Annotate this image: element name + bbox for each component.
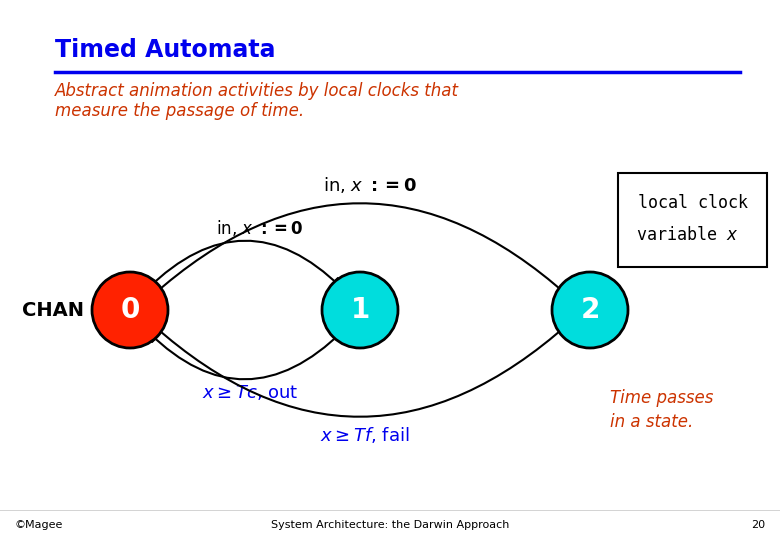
Text: 2: 2 <box>580 296 600 324</box>
Text: measure the passage of time.: measure the passage of time. <box>55 102 304 120</box>
Text: $\mathit{x} \geq \mathit{Tf}$, fail: $\mathit{x} \geq \mathit{Tf}$, fail <box>320 425 410 445</box>
Text: $\mathit{x} \geq \mathit{Tc}$, out: $\mathit{x} \geq \mathit{Tc}$, out <box>202 382 298 402</box>
Text: local clock: local clock <box>637 194 747 212</box>
Text: in, $\mathit{x}$ $\mathbf{:= 0}$: in, $\mathit{x}$ $\mathbf{:= 0}$ <box>323 175 417 195</box>
Circle shape <box>322 272 398 348</box>
Text: 20: 20 <box>751 520 765 530</box>
FancyArrowPatch shape <box>147 241 341 289</box>
FancyBboxPatch shape <box>618 173 767 267</box>
Text: in a state.: in a state. <box>610 413 693 431</box>
Circle shape <box>92 272 168 348</box>
Text: Abstract animation activities by local clocks that: Abstract animation activities by local c… <box>55 82 459 100</box>
Text: ©Magee: ©Magee <box>15 520 63 530</box>
Text: CHAN: CHAN <box>22 300 84 320</box>
Text: Time passes: Time passes <box>610 389 714 407</box>
Text: in, $\mathit{x}$ $\mathbf{:= 0}$: in, $\mathit{x}$ $\mathbf{:= 0}$ <box>216 218 303 238</box>
Text: System Architecture: the Darwin Approach: System Architecture: the Darwin Approach <box>271 520 509 530</box>
FancyArrowPatch shape <box>149 331 343 379</box>
Text: 1: 1 <box>350 296 370 324</box>
FancyArrowPatch shape <box>151 203 567 297</box>
Circle shape <box>552 272 628 348</box>
FancyArrowPatch shape <box>153 323 569 417</box>
Text: variable $\mathit{x}$: variable $\mathit{x}$ <box>636 226 739 244</box>
Text: 0: 0 <box>120 296 140 324</box>
Text: Timed Automata: Timed Automata <box>55 38 275 62</box>
